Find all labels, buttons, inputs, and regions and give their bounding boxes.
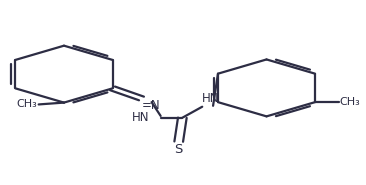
Text: HN: HN xyxy=(202,92,220,105)
Text: S: S xyxy=(175,142,183,156)
Text: CH₃: CH₃ xyxy=(340,97,361,107)
Text: =N: =N xyxy=(142,99,161,112)
Text: HN: HN xyxy=(132,111,150,124)
Text: CH₃: CH₃ xyxy=(16,99,37,110)
